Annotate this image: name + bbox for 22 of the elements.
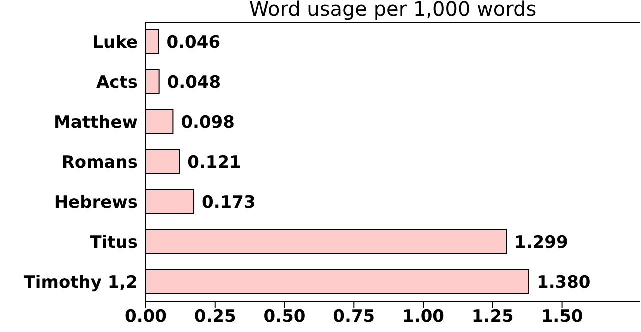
y-tick-label: Acts: [96, 73, 138, 94]
y-tick-label: Luke: [92, 33, 138, 54]
x-tick-label: 0.25: [194, 307, 236, 328]
y-tick-label: Matthew: [54, 113, 138, 134]
y-tick-label: Timothy 1,2: [24, 273, 138, 294]
data-label: 0.173: [202, 193, 256, 214]
data-label: 0.098: [181, 113, 235, 134]
data-label: 1.380: [536, 273, 591, 294]
data-label: 0.046: [166, 33, 221, 54]
x-tick-label: 1.25: [472, 307, 514, 328]
x-tick-label: 1.50: [541, 307, 584, 328]
y-tick-label: Titus: [90, 233, 138, 254]
data-label: 0.121: [188, 153, 242, 174]
x-tick-label: 0.00: [125, 307, 168, 328]
x-tick-label: 0.50: [264, 307, 306, 328]
y-tick-label: Romans: [62, 153, 138, 174]
x-tick-label: 0.75: [333, 307, 376, 328]
data-label: 0.048: [167, 73, 222, 94]
chart-title: Word usage per 1,000 words: [248, 0, 538, 21]
data-label: 1.299: [514, 233, 568, 254]
x-tick-label: 1.00: [402, 307, 445, 328]
y-tick-label: Hebrews: [54, 193, 138, 214]
